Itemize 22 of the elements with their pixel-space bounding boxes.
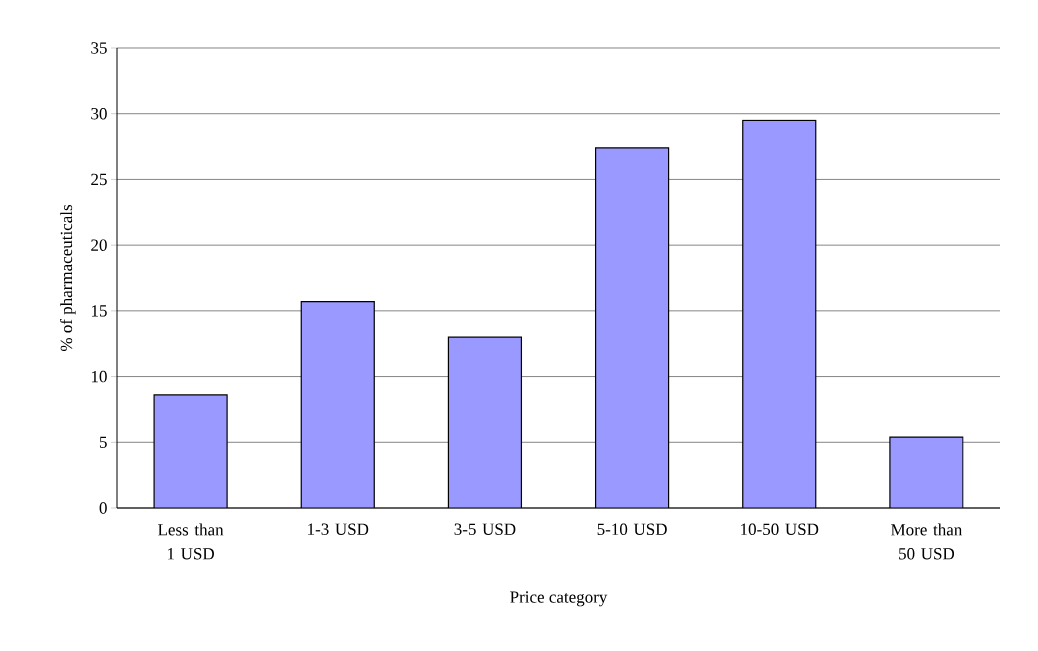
y-tick-label: 5	[99, 436, 107, 448]
x-tick-label: 1-3 USD	[308, 523, 369, 535]
bar	[595, 147, 669, 508]
x-tick-label: 3-5 USD	[454, 523, 516, 535]
y-tick-label: 20	[91, 239, 107, 251]
y-tick-label: 10	[91, 370, 107, 383]
y-tick-label: 0	[99, 502, 107, 514]
bar	[742, 120, 816, 508]
y-axis-title: % of pharmaceuticals	[60, 204, 76, 352]
x-tick-label: 5-10 USD	[597, 523, 667, 536]
y-tick-label: 35	[91, 42, 107, 54]
y-tick-label: 15	[91, 305, 107, 317]
x-tick-label: 10-50 USD	[741, 523, 819, 536]
bar	[448, 337, 522, 508]
x-tick-label: More than 50 USD	[891, 523, 963, 560]
x-tick-label: Less than 1 USD	[158, 523, 224, 560]
y-tick-label: 30	[91, 107, 107, 120]
bar	[154, 394, 228, 508]
bar	[301, 301, 375, 508]
x-axis-title: Price category	[510, 591, 608, 607]
y-tick-label: 25	[91, 173, 107, 186]
bar	[889, 436, 964, 508]
